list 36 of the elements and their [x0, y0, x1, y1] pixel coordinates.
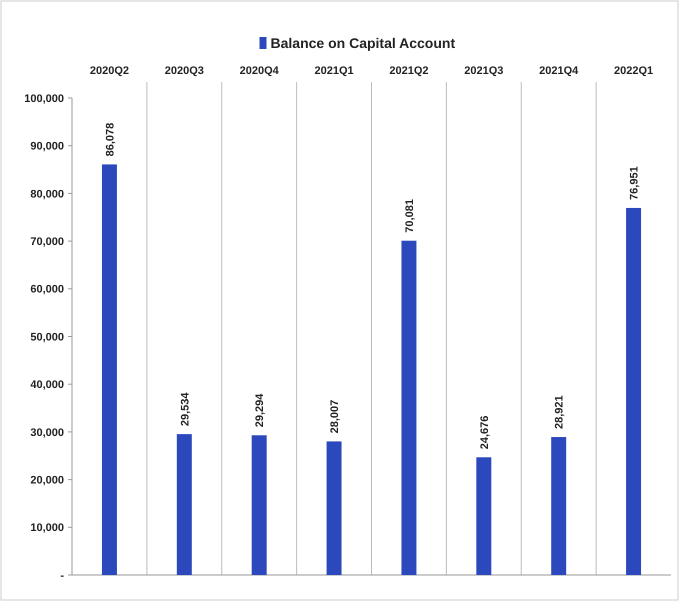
x-tick-label: 2020Q3: [164, 65, 204, 77]
x-tick-label: 2021Q4: [539, 65, 580, 77]
bar: [551, 437, 566, 575]
y-tick-label: 60,000: [30, 284, 64, 296]
y-tick-label: 80,000: [30, 188, 64, 200]
bar: [326, 441, 342, 575]
y-tick-label: 30,000: [30, 426, 64, 439]
x-tick-label: 2021Q3: [464, 65, 504, 77]
data-label: 70,081: [404, 199, 416, 233]
y-tick-label: 40,000: [30, 379, 64, 392]
y-tick-label: 10,000: [30, 522, 64, 534]
data-label: 29,294: [254, 392, 266, 428]
bar: [252, 435, 267, 575]
bar: [476, 457, 492, 575]
data-label: 86,078: [104, 122, 116, 156]
x-tick-label: 2021Q1: [314, 65, 354, 77]
bar: [102, 164, 117, 575]
y-tick-label: 20,000: [30, 474, 64, 486]
data-label: 28,007: [329, 400, 342, 434]
y-tick-label: 100,000: [24, 92, 64, 105]
bar: [626, 208, 642, 575]
y-tick-label: 90,000: [30, 140, 64, 153]
data-label: 76,951: [628, 166, 641, 200]
data-label: 29,534: [179, 392, 192, 426]
bar: [401, 240, 416, 575]
y-tick-label: -: [60, 570, 64, 582]
data-label: 28,921: [554, 395, 566, 430]
x-tick-label: 2020Q4: [240, 65, 280, 77]
legend-label: Balance on Capital Account: [270, 35, 456, 51]
x-tick-label: 2020Q2: [90, 65, 130, 77]
x-tick-label: 2021Q2: [389, 65, 429, 77]
y-tick-label: 70,000: [30, 236, 64, 248]
data-label: 24,676: [478, 416, 491, 450]
bar: [176, 434, 192, 575]
x-tick-label: 2022Q1: [614, 65, 654, 77]
y-tick-label: 50,000: [30, 331, 64, 344]
